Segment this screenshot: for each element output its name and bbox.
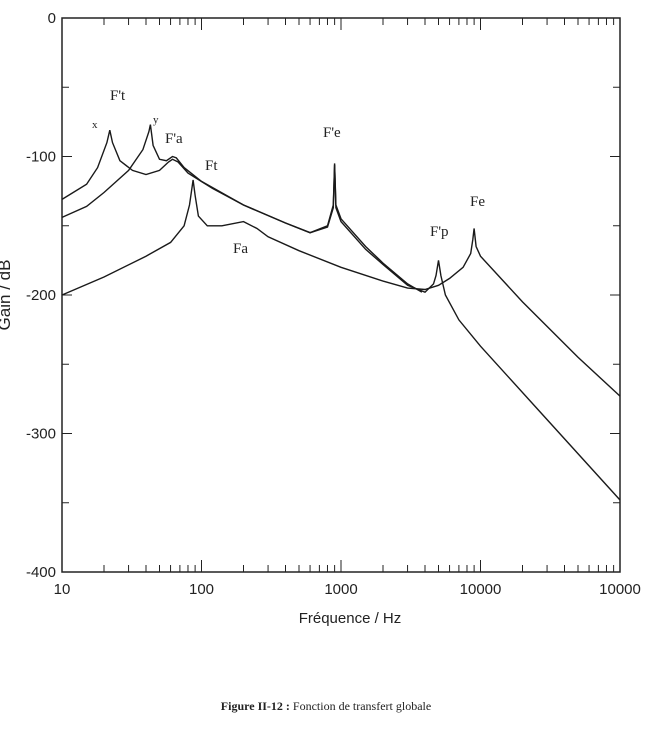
x-tick-label: 10 <box>54 581 71 598</box>
annotation: F'a <box>165 131 183 147</box>
plot-frame <box>61 17 621 573</box>
x-tick-label: 10000 <box>599 581 641 598</box>
series-line <box>61 124 621 501</box>
annotation: Fa <box>233 241 248 257</box>
caption-label: Figure II-12 : <box>221 699 290 713</box>
x-tick-label: 10000 <box>460 581 502 598</box>
caption: Figure II-12 : Fonction de transfert glo… <box>221 699 431 713</box>
y-tick-label: -300 <box>26 426 56 443</box>
x-tick-label: 1000 <box>324 581 357 598</box>
annotation: F'e <box>323 125 341 141</box>
y-axis-label: Gain / dB <box>0 260 14 331</box>
series-line <box>61 179 621 397</box>
x-axis-label: Fréquence / Hz <box>299 610 402 627</box>
annotation: Ft <box>205 158 218 174</box>
annotation: x <box>92 119 98 131</box>
annotation: F'p <box>430 224 449 240</box>
annotation: y <box>153 114 159 126</box>
y-tick-label: -200 <box>26 287 56 304</box>
caption-text: Fonction de transfert globale <box>293 699 431 713</box>
y-tick-label: -100 <box>26 149 56 166</box>
y-tick-label: -400 <box>26 564 56 581</box>
annotation: F't <box>110 88 126 104</box>
y-tick-label: 0 <box>48 10 56 27</box>
x-tick-label: 100 <box>189 581 214 598</box>
series-line <box>61 130 423 293</box>
annotation: Fe <box>470 194 485 210</box>
